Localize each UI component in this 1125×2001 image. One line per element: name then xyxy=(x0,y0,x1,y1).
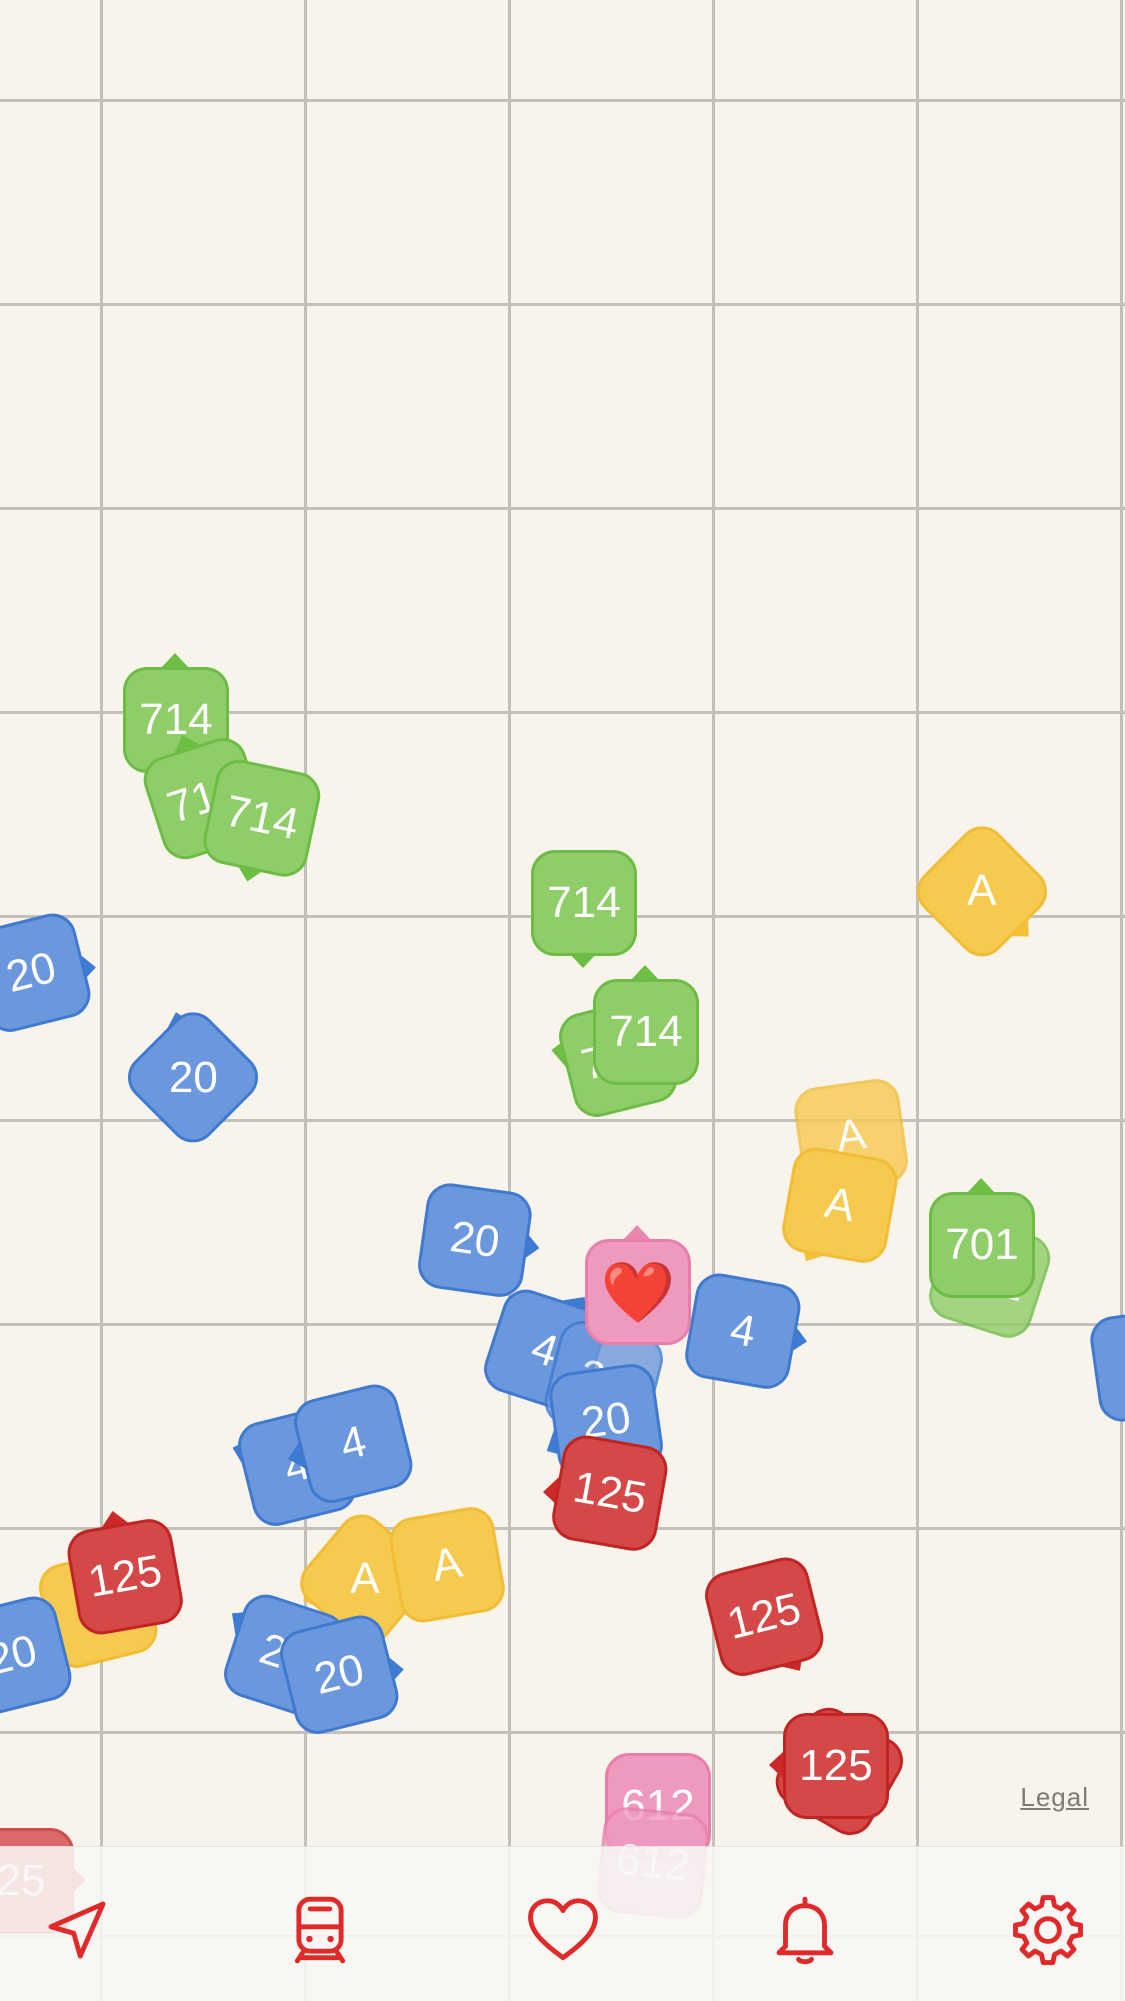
route-marker-20[interactable]: 20 xyxy=(414,1180,542,1300)
route-marker-125[interactable]: 125 xyxy=(699,1552,829,1681)
route-marker-4[interactable]: 4 xyxy=(681,1269,810,1393)
tab-routes[interactable] xyxy=(265,1885,375,1975)
location-arrow-icon xyxy=(48,1901,106,1959)
route-marker-125[interactable]: 125 xyxy=(769,1713,889,1819)
route-marker-714[interactable]: 714 xyxy=(198,755,325,885)
tab-favorites[interactable] xyxy=(508,1885,618,1975)
gear-icon xyxy=(1013,1895,1083,1965)
route-marker-714[interactable]: 714 xyxy=(593,965,699,1085)
heart-icon xyxy=(527,1898,598,1961)
route-marker-a[interactable]: A xyxy=(778,1143,902,1269)
route-marker-a[interactable]: A xyxy=(907,816,1057,967)
tab-alerts[interactable] xyxy=(750,1885,860,1975)
route-marker-20[interactable]: 20 xyxy=(118,1002,268,1153)
route-marker-20[interactable]: 20 xyxy=(0,908,97,1037)
favorite-marker[interactable]: ❤️ xyxy=(585,1225,691,1345)
tab-bar xyxy=(0,1846,1125,2001)
heart-emoji-icon: ❤️ xyxy=(600,1258,676,1326)
train-icon xyxy=(294,1896,345,1964)
route-marker-125[interactable]: 125 xyxy=(543,1431,672,1555)
tab-nearby[interactable] xyxy=(22,1885,132,1975)
tab-settings[interactable] xyxy=(993,1885,1103,1975)
route-marker-701[interactable]: 701 xyxy=(929,1178,1035,1298)
legal-link[interactable]: Legal xyxy=(1020,1782,1089,1812)
bell-icon xyxy=(776,1896,834,1965)
route-marker-edge[interactable] xyxy=(1087,1304,1125,1425)
route-marker-125[interactable]: 125 xyxy=(63,1508,187,1639)
route-marker-a[interactable]: A xyxy=(385,1503,509,1627)
route-marker-714[interactable]: 714 xyxy=(531,850,637,968)
